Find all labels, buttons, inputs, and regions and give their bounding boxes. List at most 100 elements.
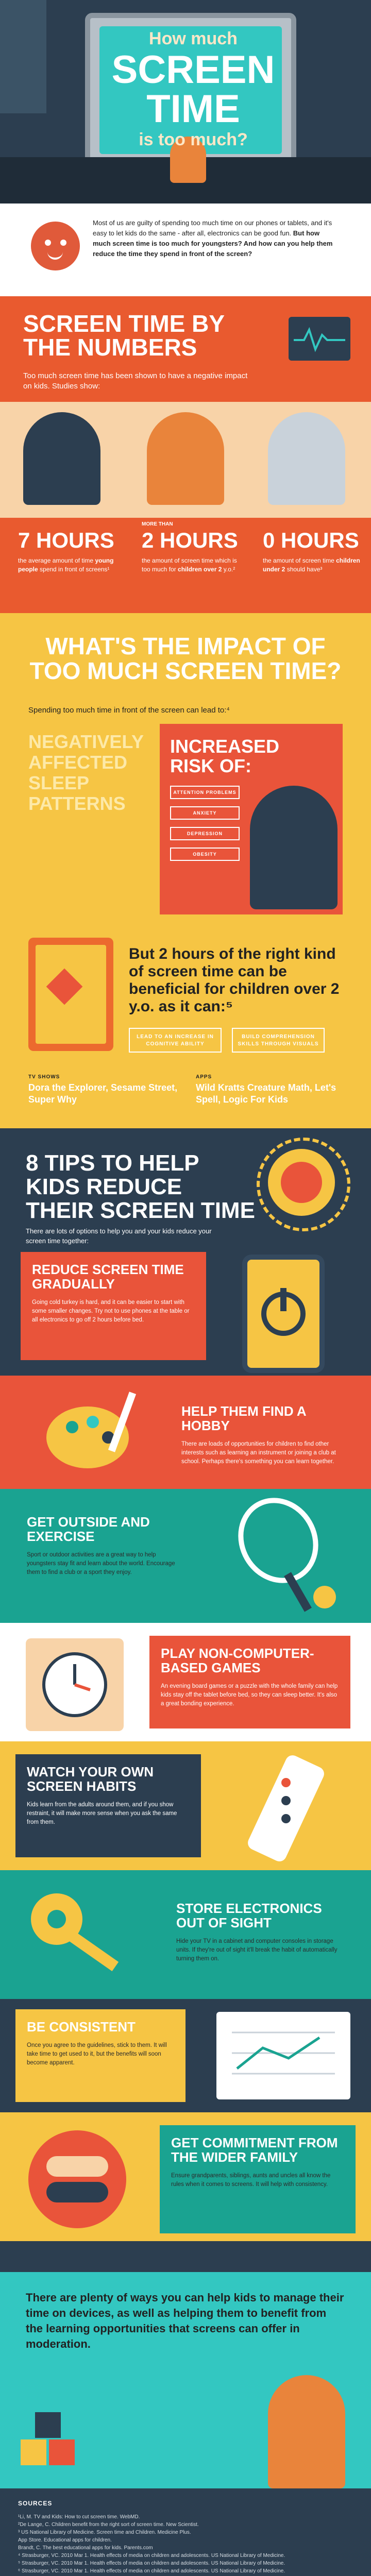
- heartbeat-monitor-icon: [289, 317, 350, 361]
- tip-desc: Once you agree to the guidelines, stick …: [27, 2042, 167, 2066]
- source-item: Brandt, C. The best educational apps for…: [18, 2545, 153, 2551]
- apps-label: APPS: [196, 1074, 212, 1080]
- tips-heading-3: THEIR SCREEN TIME: [26, 1198, 255, 1223]
- tip-6: STORE ELECTRONICS OUT OF SIGHT Hide your…: [0, 1870, 371, 1999]
- child-illustration: [170, 137, 206, 183]
- phone-icon: [242, 1255, 325, 1373]
- tip-4: PLAY NON-COMPUTER-BASED GAMES An evening…: [0, 1623, 371, 1741]
- baby-illustration: [268, 2375, 345, 2488]
- source-item: ³ US National Library of Medicine. Scree…: [18, 2530, 191, 2535]
- intro-text-a: Most of us are guilty of spending too mu…: [93, 219, 332, 237]
- numbers-heading-1: SCREEN TIME BY: [23, 310, 225, 337]
- tip-title: GET COMMITMENT FROM THE WIDER FAMILY: [171, 2135, 338, 2165]
- tv-icon: [85, 13, 296, 167]
- tips-header-section: 8 TIPS TO HELP KIDS REDUCE THEIR SCREEN …: [0, 1128, 371, 1247]
- impact-heading-1: WHAT'S THE IMPACT OF: [45, 633, 326, 659]
- intro-text-b: But how much screen time is too much for…: [93, 229, 333, 258]
- sources-heading: SOURCES: [18, 2500, 53, 2507]
- tennis-racket-icon: [222, 1494, 345, 1618]
- remote-control-icon: [237, 1752, 335, 1865]
- tip-desc: Sport or outdoor activities are a great …: [27, 1552, 175, 1575]
- tip-desc: Going cold turkey is hard, and it can be…: [32, 1299, 190, 1323]
- tv-shows-list: Dora the Explorer, Sesame Street, Super …: [28, 1082, 178, 1105]
- tip-title: BE CONSISTENT: [27, 2019, 136, 2035]
- impact-section: WHAT'S THE IMPACT OF TOO MUCH SCREEN TIM…: [0, 613, 371, 1128]
- toy-blocks-icon: [21, 2411, 77, 2468]
- stat-desc: the amount of screen time children under…: [263, 556, 361, 574]
- tip-card: WATCH YOUR OWN SCREEN HABITS Kids learn …: [15, 1754, 201, 1857]
- tip-5: WATCH YOUR OWN SCREEN HABITS Kids learn …: [0, 1741, 371, 1870]
- risk-title-2: RISK OF:: [170, 755, 251, 776]
- risk-badge: ATTENTION PROBLEMS: [170, 786, 240, 799]
- tip-title: GET OUTSIDE AND EXERCISE: [27, 1514, 150, 1544]
- hero-section: How much SCREEN TIME is too much?: [0, 0, 371, 204]
- stat-value: 7 HOURS: [18, 528, 114, 552]
- stat-value: 0 HOURS: [263, 528, 359, 552]
- numbers-section: SCREEN TIME BY THE NUMBERS Too much scre…: [0, 296, 371, 613]
- tip-title: WATCH YOUR OWN SCREEN HABITS: [27, 1764, 154, 1794]
- stat-desc: the average amount of time young people …: [18, 556, 116, 574]
- impact-heading-2: TOO MUCH SCREEN TIME?: [29, 657, 342, 684]
- tablet-icon: [28, 938, 113, 1051]
- conclusion-text: There are plenty of ways you can help ki…: [26, 2291, 344, 2350]
- child-illustration: [147, 412, 224, 505]
- tip-7: BE CONSISTENT Once you agree to the guid…: [0, 1999, 371, 2112]
- risk-badge: DEPRESSION: [170, 827, 240, 840]
- page-title: How much SCREEN TIME is too much?: [90, 30, 296, 148]
- source-item: ⁶ Strasburger, VC. 2010 Mar 1. Health ef…: [18, 2568, 285, 2574]
- window-decoration: [0, 0, 46, 113]
- stat-desc: the amount of screen time which is too m…: [142, 556, 240, 574]
- tip-title: HELP THEM FIND A HOBBY: [181, 1403, 306, 1433]
- stat-desc-c: spend in front of screens¹: [40, 566, 110, 573]
- tip-card: BE CONSISTENT Once you agree to the guid…: [15, 2009, 185, 2102]
- kid-with-phone-illustration: [250, 786, 338, 909]
- source-item: ⁴ Strasburger, VC. 2010 Mar 1. Health ef…: [18, 2553, 285, 2558]
- ribbon-divider: [0, 2241, 371, 2272]
- tv-screen: [99, 26, 282, 154]
- tip-desc: Hide your TV in a cabinet and computer c…: [176, 1938, 338, 1962]
- benefit-statement: But 2 hours of the right kind of screen …: [129, 945, 340, 1015]
- risk-title-1: INCREASED: [170, 736, 280, 757]
- intro-text: Most of us are guilty of spending too mu…: [93, 218, 335, 259]
- stat-desc-a: the amount of screen time: [263, 557, 334, 564]
- stat-desc-a: the amount of screen time which is too m…: [142, 557, 237, 573]
- apps-list: Wild Kratts Creature Math, Let's Spell, …: [196, 1082, 336, 1105]
- numbers-heading: SCREEN TIME BY THE NUMBERS: [23, 312, 225, 359]
- sources-list: ¹Li, M. TV and Kids: How to cut screen t…: [18, 2513, 348, 2576]
- tip-1: REDUCE SCREEN TIME GRADUALLY Going cold …: [0, 1247, 371, 1376]
- impact-lead: Spending too much time in front of the s…: [28, 706, 230, 715]
- paintbrush-icon: [41, 1386, 144, 1479]
- notepad-icon: [216, 2012, 350, 2099]
- stat-children-over-2: MORE THAN 2 HOURS the amount of screen t…: [137, 404, 240, 605]
- source-item: ¹Li, M. TV and Kids: How to cut screen t…: [18, 2514, 140, 2520]
- numbers-heading-2: THE NUMBERS: [23, 334, 197, 361]
- benefit-badge: BUILD COMPREHENSION SKILLS THROUGH VISUA…: [232, 1028, 325, 1053]
- tip-desc: Ensure grandparents, siblings, aunts and…: [171, 2173, 331, 2188]
- clock-icon: [15, 1628, 134, 1741]
- source-item: App Store. Educational apps for children…: [18, 2537, 112, 2543]
- title-line-3: TIME: [146, 87, 240, 131]
- tip-2: HELP THEM FIND A HOBBY There are loads o…: [0, 1376, 371, 1489]
- title-line-1: How much: [149, 29, 238, 48]
- stat-pre: MORE THAN: [142, 521, 173, 527]
- stat-young-people: 7 HOURS the average amount of time young…: [13, 404, 116, 605]
- conclusion-section: There are plenty of ways you can help ki…: [0, 2241, 371, 2488]
- sleep-patterns-text: NEGATIVELY AFFECTED SLEEP PATTERNS: [28, 731, 144, 814]
- title-line-4: is too much?: [139, 130, 248, 149]
- baby-illustration: [268, 412, 345, 505]
- smiley-face-icon: [31, 222, 80, 270]
- title-line-2: SCREEN: [111, 48, 275, 92]
- tip-3: GET OUTSIDE AND EXERCISE Sport or outdoo…: [0, 1489, 371, 1623]
- tip-title: REDUCE SCREEN TIME GRADUALLY: [32, 1262, 184, 1292]
- stat-value: 2 HOURS: [142, 528, 238, 552]
- sources-section: SOURCES ¹Li, M. TV and Kids: How to cut …: [0, 2488, 371, 2576]
- tip-card: GET COMMITMENT FROM THE WIDER FAMILY Ens…: [160, 2125, 356, 2233]
- tips-lead: There are lots of options to help you an…: [26, 1227, 212, 1245]
- benefit-badge: LEAD TO AN INCREASE IN COGNITIVE ABILITY: [129, 1028, 222, 1053]
- tip-8: GET COMMITMENT FROM THE WIDER FAMILY Ens…: [0, 2112, 371, 2241]
- source-item: ²De Lange, C. Children benefit from the …: [18, 2522, 199, 2528]
- sun-face: [281, 1162, 322, 1203]
- tip-card: STORE ELECTRONICS OUT OF SIGHT Hide your…: [165, 1891, 350, 1984]
- tip-desc: An evening board games or a puzzle with …: [161, 1683, 338, 1707]
- stat-children-under-2: 0 HOURS the amount of screen time childr…: [258, 404, 361, 605]
